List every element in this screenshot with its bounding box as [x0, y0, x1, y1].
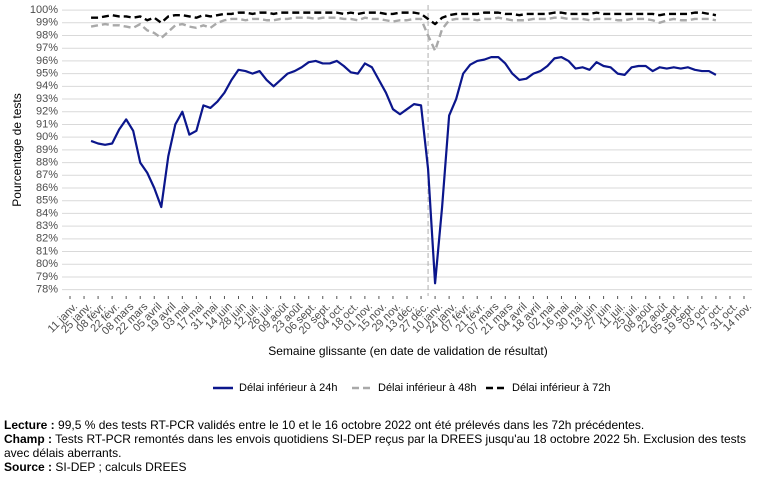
series-line — [90, 56, 717, 285]
y-tick-label: 90% — [36, 131, 58, 143]
legend-label: Délai inférieur à 72h — [512, 382, 610, 394]
y-tick-label: 100% — [30, 4, 58, 16]
legend-label: Délai inférieur à 24h — [239, 382, 337, 394]
note-label: Lecture : — [4, 418, 55, 432]
y-axis-title: Pourcentage de tests — [10, 93, 24, 206]
note: Champ : Tests RT-PCR remontés dans les e… — [4, 432, 749, 460]
y-tick-label: 85% — [36, 195, 58, 207]
y-tick-label: 98% — [36, 29, 58, 41]
y-tick-label: 81% — [36, 245, 58, 257]
y-tick-label: 86% — [36, 182, 58, 194]
y-tick-label: 96% — [36, 55, 58, 67]
x-axis-title: Semaine glissante (en date de validation… — [268, 344, 548, 358]
y-tick-label: 87% — [36, 169, 58, 181]
y-tick-label: 99% — [36, 17, 58, 29]
note: Lecture : 99,5 % des tests RT-PCR validé… — [4, 418, 749, 432]
y-tick-label: 91% — [36, 118, 58, 130]
y-tick-label: 94% — [36, 80, 58, 92]
y-tick-label: 79% — [36, 271, 58, 283]
y-tick-label: 92% — [36, 106, 58, 118]
note-text: SI-DEP ; calculs DREES — [55, 460, 187, 474]
y-tick-label: 78% — [36, 284, 58, 296]
y-tick-label: 93% — [36, 93, 58, 105]
note-text: 99,5 % des tests RT-PCR validés entre le… — [58, 418, 645, 432]
y-tick-label: 89% — [36, 144, 58, 156]
note: Source : SI-DEP ; calculs DREES — [4, 460, 749, 474]
note-label: Source : — [4, 460, 53, 474]
y-tick-label: 80% — [36, 258, 58, 270]
chart: Pourcentage de tests Semaine glissante (… — [10, 4, 754, 394]
note-text: Tests RT-PCR remontés dans les envois qu… — [4, 432, 746, 460]
note-label: Champ : — [4, 432, 52, 446]
notes: Lecture : 99,5 % des tests RT-PCR validé… — [4, 418, 749, 474]
y-tick-label: 83% — [36, 220, 58, 232]
y-tick-label: 84% — [36, 207, 58, 219]
y-tick-label: 88% — [36, 156, 58, 168]
series-line — [90, 16, 717, 52]
series-line — [91, 11, 717, 26]
legend-label: Délai inférieur à 48h — [378, 382, 476, 394]
y-tick-label: 95% — [36, 68, 58, 80]
y-tick-label: 82% — [36, 233, 58, 245]
y-tick-label: 97% — [36, 42, 58, 54]
